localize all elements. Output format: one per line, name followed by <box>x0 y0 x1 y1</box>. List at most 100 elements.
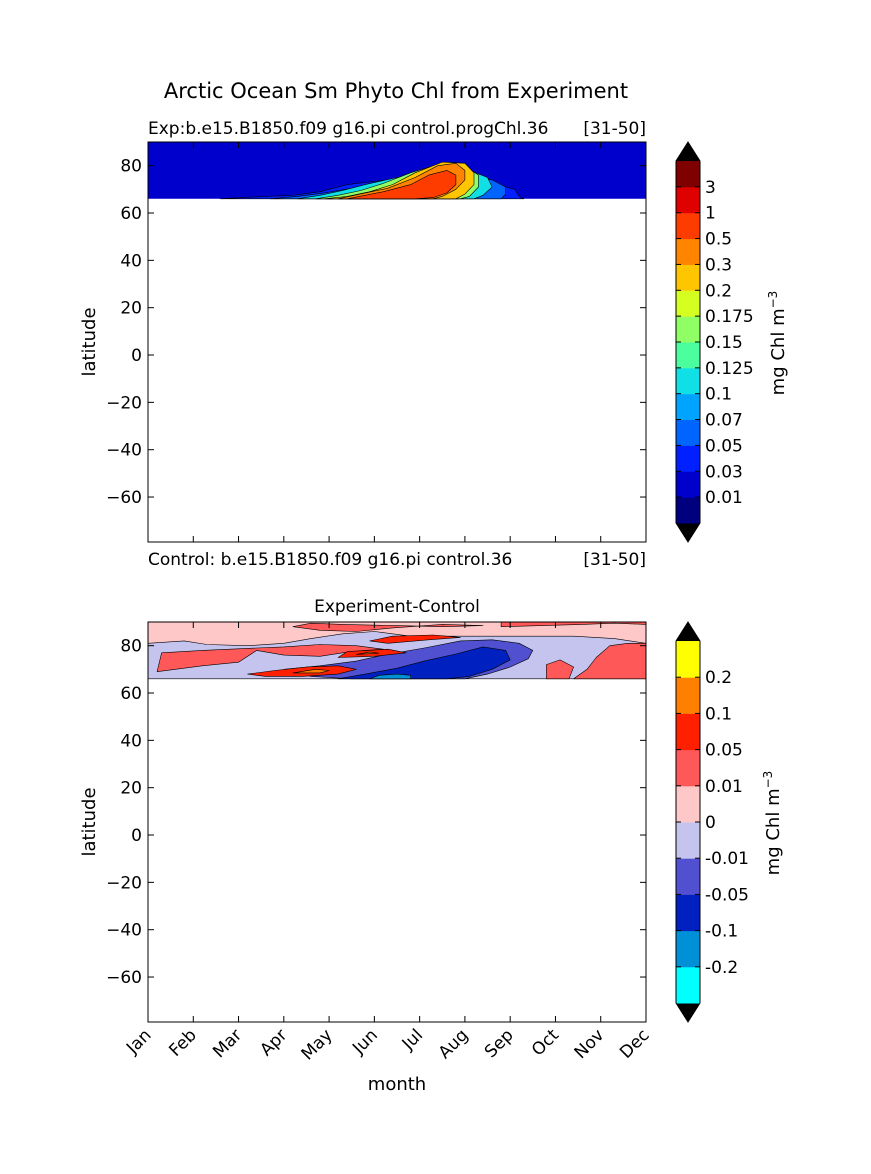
top-colorbar-swatch <box>676 419 700 446</box>
bottom-ytick-label: 60 <box>120 684 142 704</box>
top-colorbar-swatch <box>676 445 700 472</box>
bottom-plot-frame <box>147 621 647 1023</box>
bottom-colorbar-under-arrow <box>676 1003 700 1022</box>
bottom-colorbar-swatch <box>676 641 700 678</box>
bottom-colorbar-swatch <box>676 785 700 823</box>
bottom-ytick-label: 40 <box>120 731 142 751</box>
bottom-colorbar-label-text: mg Chl m <box>763 788 784 875</box>
top-colorbar-tick-label: 0.15 <box>705 333 743 353</box>
top-ytick-label: 0 <box>131 346 142 366</box>
bottom-panel-title: Experiment-Control <box>314 597 480 617</box>
top-colorbar-label-exponent: −3 <box>766 291 780 309</box>
bottom-ytick-label: −60 <box>106 968 142 988</box>
bottom-colorbar-swatch <box>676 930 700 968</box>
top-colorbar-swatch <box>676 238 700 265</box>
top-colorbar-label-text: mg Chl m <box>768 308 789 395</box>
bottom-xtick-label: Aug <box>435 1025 473 1063</box>
bottom-xtick-label: Jun <box>348 1025 382 1059</box>
top-colorbar-swatch <box>676 264 700 291</box>
top-contour-0p5 <box>346 170 457 200</box>
bottom-colorbar-tick-label: 0.2 <box>705 668 732 688</box>
bottom-xtick-label: Feb <box>165 1025 200 1060</box>
figure-title: Arctic Ocean Sm Phyto Chl from Experimen… <box>164 79 628 103</box>
bottom-ytick-label: 80 <box>120 637 142 657</box>
top-panel-colorbar: 0.01 0.03 0.05 0.07 0.1 0.125 0.15 0.175 0.2 0.3 0… <box>675 141 754 543</box>
bottom-colorbar-swatch <box>676 822 700 859</box>
top-colorbar-swatch <box>676 186 700 214</box>
top-colorbar-swatch <box>676 316 700 343</box>
top-plot-frame <box>147 141 647 543</box>
top-colorbar-swatch <box>676 212 700 240</box>
top-ytick-label: −20 <box>106 393 142 413</box>
bottom-colorbar-tick-label: -0.01 <box>705 849 749 869</box>
bottom-contour-0p01 <box>500 622 646 628</box>
top-panel-title-right: [31-50] <box>583 119 646 139</box>
bottom-colorbar-swatch <box>676 894 700 932</box>
top-colorbar-under-arrow <box>676 523 700 542</box>
top-colorbar-swatch <box>676 290 700 317</box>
bottom-colorbar-swatch <box>676 749 700 787</box>
top-panel-footer-right: [31-50] <box>583 550 646 570</box>
bottom-panel-plot-area: 80 60 40 20 0 −20 −40 −60 Jan Feb Mar Apr May Jun Jul A… <box>106 621 654 1064</box>
bottom-contour-0p01 <box>546 659 574 680</box>
bottom-colorbar-tick-label: 0.1 <box>705 704 732 724</box>
top-ytick-label: 60 <box>120 204 142 224</box>
bottom-plot-background <box>148 622 646 1022</box>
bottom-panel-colorbar: -0.2 -0.1 -0.05 -0.01 0 0.01 0.05 0.1 0.2 <box>675 621 749 1023</box>
top-ytick-label: 20 <box>120 299 142 319</box>
bottom-colorbar-outline <box>675 621 701 1023</box>
top-ytick-label: −40 <box>106 441 142 461</box>
bottom-contour-0p1 <box>355 651 380 655</box>
top-colorbar-swatch <box>676 471 700 498</box>
bottom-colorbar-swatch <box>676 677 700 714</box>
top-colorbar-tick-label: 0.05 <box>705 436 743 456</box>
bottom-contour-0p05 <box>247 665 357 677</box>
top-colorbar-tick-label: 0.03 <box>705 462 743 482</box>
top-colorbar-swatch <box>676 161 700 188</box>
top-colorbar-outline <box>675 141 701 543</box>
top-colorbar-tick-label: 0.5 <box>705 230 732 250</box>
bottom-xtick-label: Sep <box>481 1025 518 1062</box>
bottom-contour-neg0p1 <box>337 646 511 680</box>
bottom-colorbar-label-exponent: −3 <box>761 771 775 789</box>
top-colorbar-tick-label: 0.07 <box>705 411 743 431</box>
bottom-contour-0p01 <box>292 622 484 632</box>
bottom-xtick-label: Mar <box>209 1025 246 1062</box>
bottom-colorbar-tick-label: -0.05 <box>705 885 749 905</box>
top-contour-0p01 <box>148 142 646 199</box>
bottom-colorbar-tick-label: -0.1 <box>705 922 738 942</box>
top-ytick-label: 80 <box>120 157 142 177</box>
bottom-colorbar-tick-label: 0 <box>705 813 716 833</box>
bottom-ytick-label: −20 <box>106 873 142 893</box>
bottom-colorbar-tick-label: -0.2 <box>705 958 738 978</box>
bottom-colorbar-swatch <box>676 966 700 1004</box>
bottom-colorbar-swatch <box>676 713 700 751</box>
bottom-colorbar-tick-label: 0.01 <box>705 777 743 797</box>
bottom-xtick-label: Jan <box>122 1025 155 1058</box>
bottom-contour-group <box>148 622 646 680</box>
bottom-xtick-label: Oct <box>528 1025 563 1060</box>
top-ytick-label: −60 <box>106 488 142 508</box>
bottom-colorbar-over-arrow <box>676 622 700 641</box>
top-panel-title-left: Exp:b.e15.B1850.f09 g16.pi control.progC… <box>148 119 548 139</box>
top-ytick-label: 40 <box>120 251 142 271</box>
bottom-contour-0p05 <box>369 634 461 644</box>
top-colorbar-tick-label: 0.175 <box>705 307 754 327</box>
top-panel-footer-left: Control: b.e15.B1850.f09 g16.pi control.… <box>148 550 512 570</box>
top-colorbar-swatch <box>676 497 700 524</box>
top-colorbar-tick-label: 1 <box>705 204 716 224</box>
bottom-panel-y-axis-label: latitude <box>79 787 100 856</box>
bottom-xtick-label: Nov <box>571 1025 609 1063</box>
bottom-ytick-label: 20 <box>120 779 142 799</box>
bottom-contour-0p1 <box>292 668 330 674</box>
top-panel-plot-area: 80 60 40 20 0 −20 −40 −60 <box>106 141 647 543</box>
top-colorbar-tick-label: 0.01 <box>705 488 743 508</box>
bottom-colorbar-label: mg Chl m−3 <box>761 771 784 876</box>
top-colorbar-tick-label: 0.2 <box>705 281 732 301</box>
top-colorbar-tick-label: 0.1 <box>705 385 732 405</box>
bottom-ytick-label: 0 <box>131 826 142 846</box>
bottom-contour-0p01 <box>573 642 646 680</box>
top-plot-background <box>148 142 646 542</box>
top-colorbar-swatch <box>676 393 700 421</box>
